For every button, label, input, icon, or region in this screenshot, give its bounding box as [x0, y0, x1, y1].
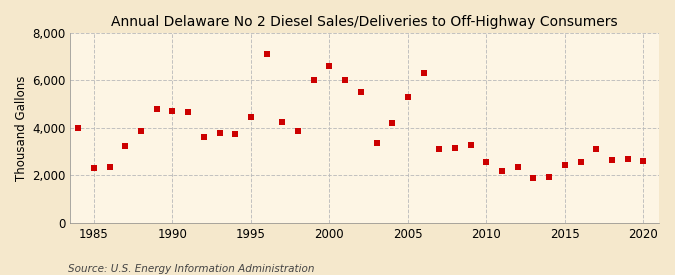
Point — [261, 52, 272, 57]
Point — [512, 165, 523, 169]
Point — [434, 147, 445, 152]
Point — [151, 107, 162, 111]
Point — [638, 159, 649, 163]
Point — [622, 156, 633, 161]
Point — [340, 78, 350, 82]
Y-axis label: Thousand Gallons: Thousand Gallons — [15, 75, 28, 181]
Point — [544, 174, 555, 179]
Point — [167, 109, 178, 114]
Point — [528, 175, 539, 180]
Point — [214, 130, 225, 135]
Point — [277, 120, 288, 124]
Point — [136, 129, 146, 134]
Point — [356, 90, 367, 95]
Point — [465, 142, 476, 147]
Point — [450, 146, 460, 150]
Text: Source: U.S. Energy Information Administration: Source: U.S. Energy Information Administ… — [68, 264, 314, 274]
Point — [324, 64, 335, 68]
Point — [73, 126, 84, 130]
Point — [418, 71, 429, 76]
Point — [246, 115, 256, 119]
Point — [560, 163, 570, 167]
Point — [607, 158, 618, 162]
Title: Annual Delaware No 2 Diesel Sales/Deliveries to Off-Highway Consumers: Annual Delaware No 2 Diesel Sales/Delive… — [111, 15, 618, 29]
Point — [308, 78, 319, 82]
Point — [120, 144, 131, 148]
Point — [497, 169, 508, 173]
Point — [575, 160, 586, 164]
Point — [481, 160, 492, 164]
Point — [387, 121, 398, 125]
Point — [293, 129, 304, 134]
Point — [230, 132, 240, 136]
Point — [183, 110, 194, 115]
Point — [88, 166, 99, 170]
Point — [402, 95, 413, 99]
Point — [198, 135, 209, 140]
Point — [591, 147, 601, 152]
Point — [371, 141, 382, 145]
Point — [104, 165, 115, 169]
